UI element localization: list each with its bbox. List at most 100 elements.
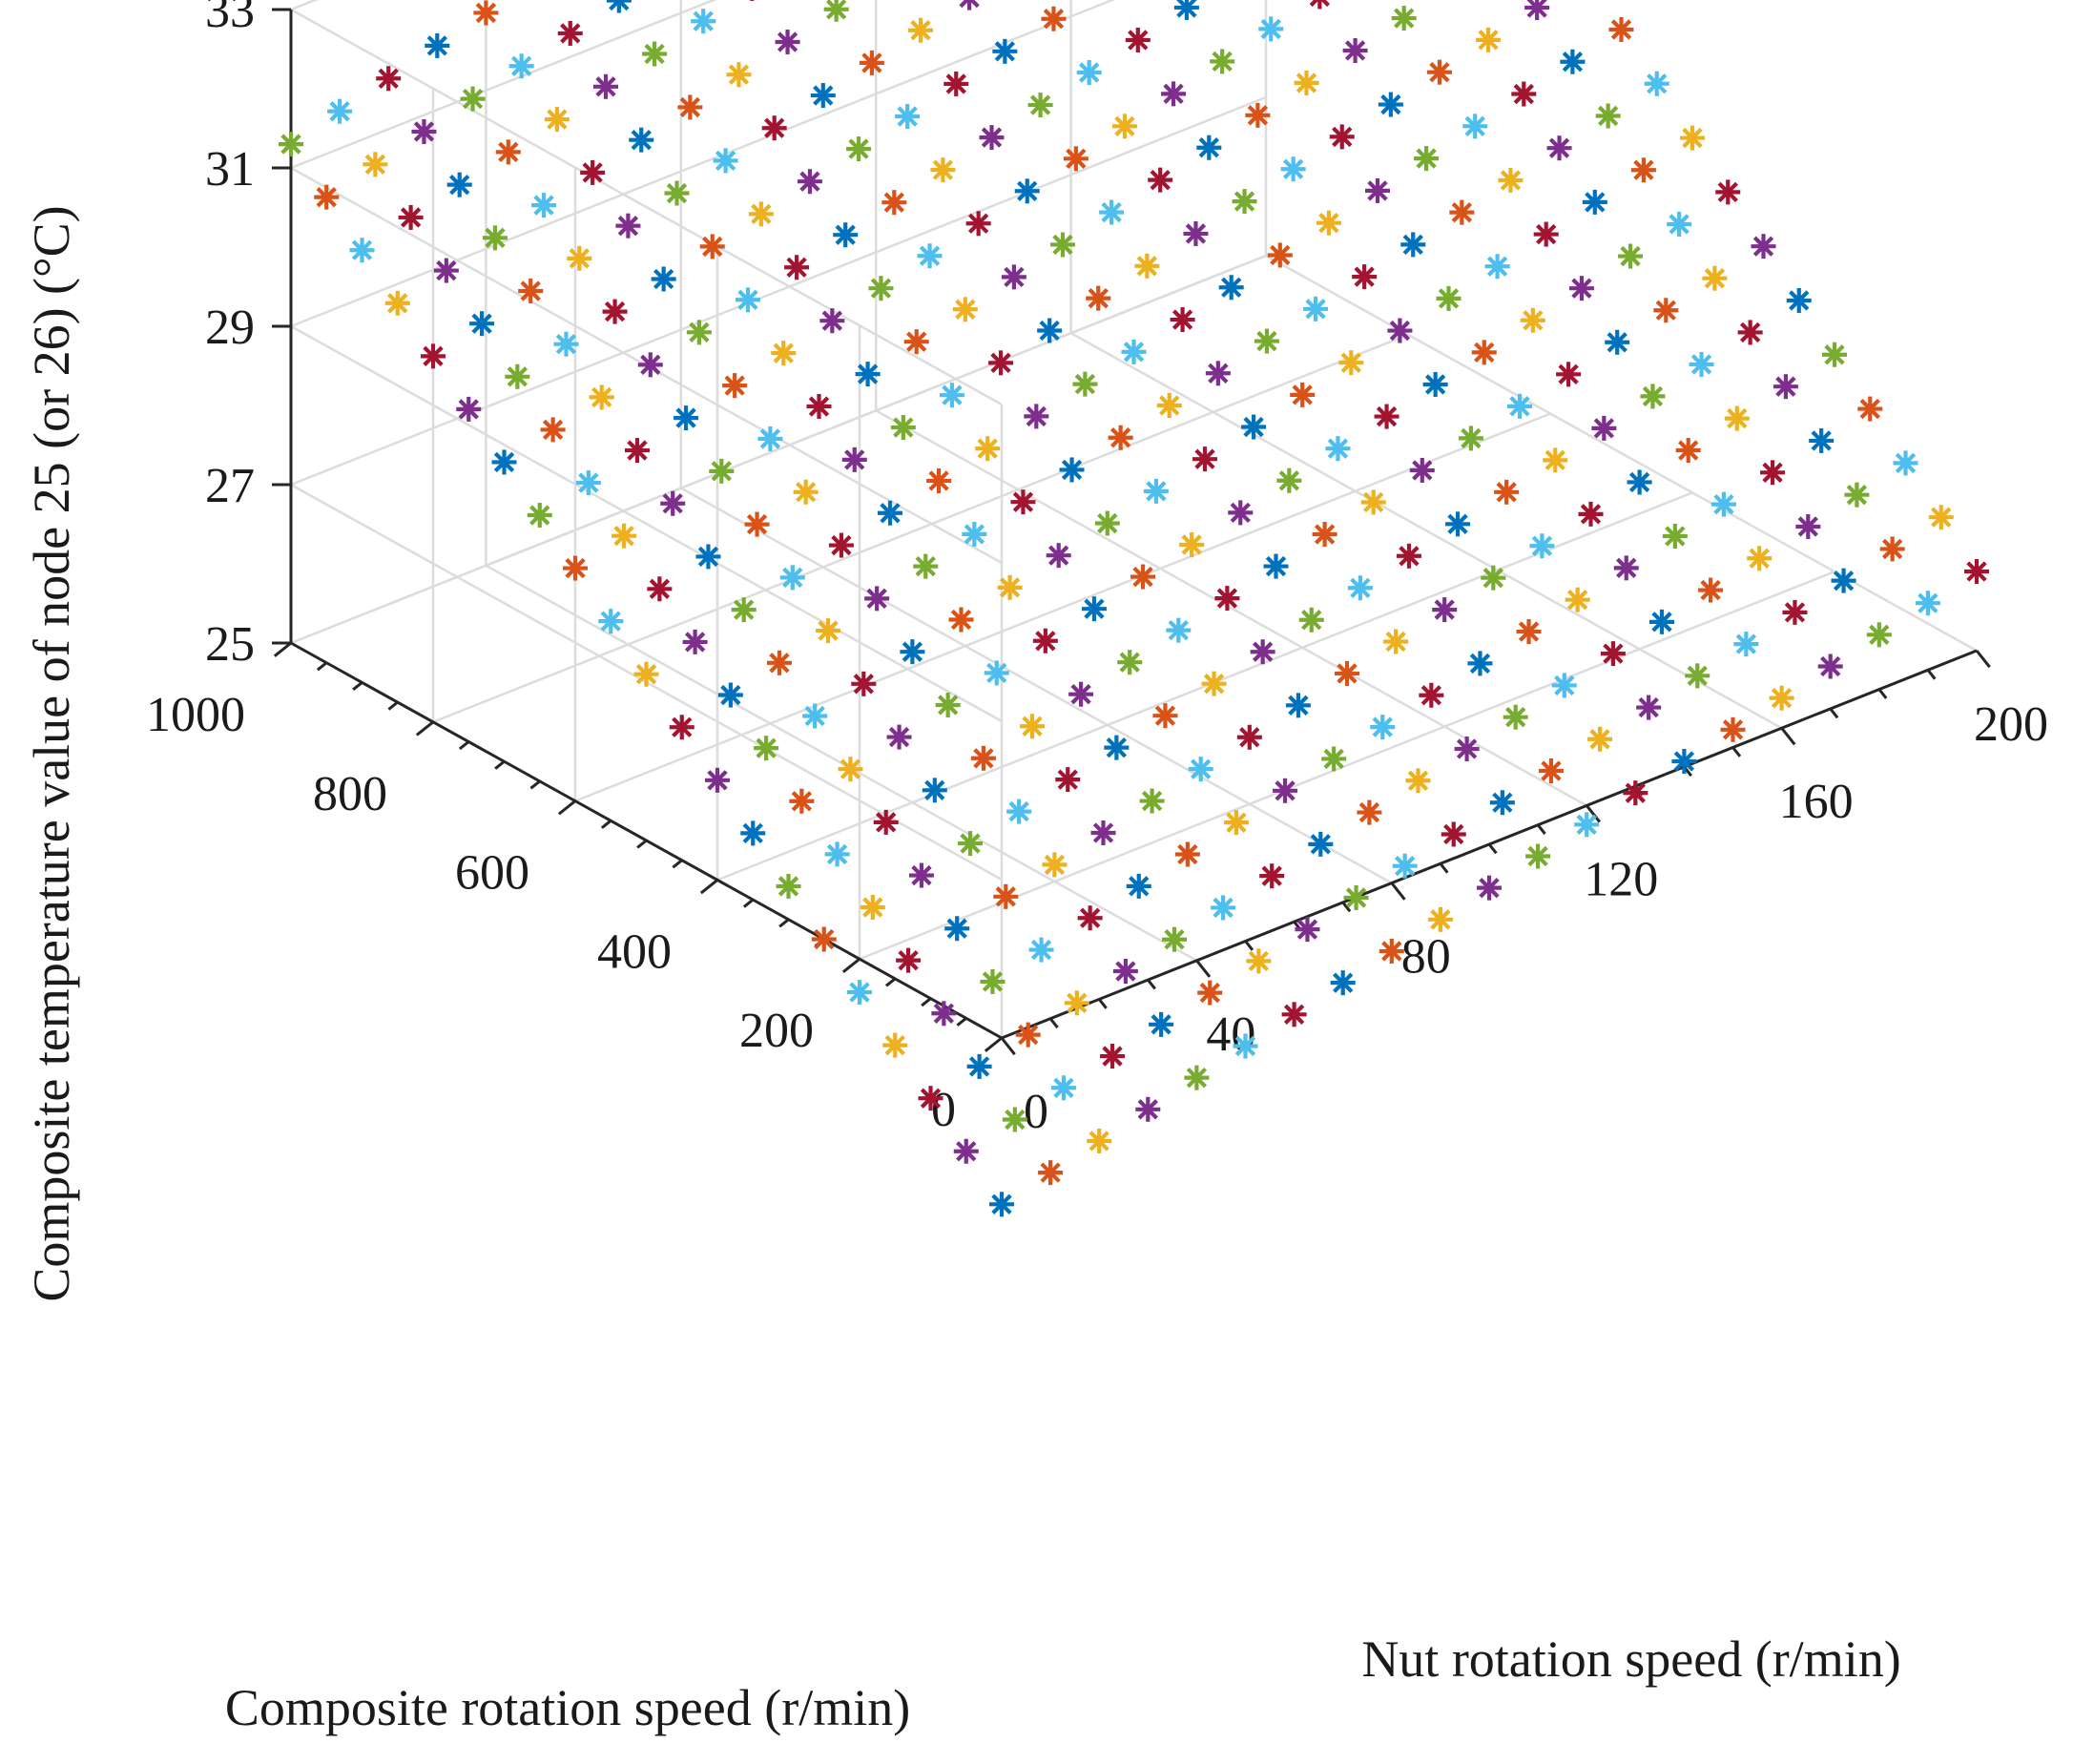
data-point: [913, 553, 939, 579]
data-point-ray: [920, 1088, 942, 1109]
data-point: [1188, 757, 1213, 782]
grid-line: [1265, 254, 1978, 653]
data-point: [629, 127, 654, 153]
data-point-ray: [1017, 180, 1038, 201]
y-tick-label: 800: [313, 767, 387, 821]
grid-line: [485, 564, 1198, 962]
data-point-ray: [1097, 512, 1118, 534]
data-point-ray: [1248, 950, 1270, 972]
data-point-ray: [1895, 452, 1917, 474]
data-point-ray: [280, 134, 301, 155]
data-point: [1426, 59, 1452, 85]
data-point-ray: [1434, 599, 1455, 620]
data-point-ray: [826, 843, 848, 865]
data-point-ray: [1531, 535, 1553, 556]
grid-line: [574, 412, 1551, 802]
data-point-ray: [1198, 137, 1219, 158]
data-point: [1484, 254, 1510, 280]
data-point: [1139, 788, 1165, 814]
data-point-ray: [964, 524, 985, 545]
data-point-ray: [1358, 801, 1380, 823]
data-point: [731, 597, 757, 623]
data-point-ray: [1545, 449, 1565, 471]
data-point: [1698, 577, 1724, 603]
data-point: [1462, 114, 1488, 139]
data-point: [1338, 350, 1364, 376]
data-point: [846, 136, 872, 162]
data-point: [682, 629, 708, 654]
data-point: [1964, 559, 1989, 584]
data-point: [900, 639, 925, 665]
x-tick-mark: [1098, 998, 1108, 1009]
data-point: [1649, 609, 1674, 634]
data-point-ray: [1749, 548, 1770, 569]
data-point: [384, 290, 410, 316]
data-point-ray: [857, 363, 879, 384]
data-point: [959, 0, 980, 10]
data-point-ray: [1541, 760, 1562, 781]
data-point-ray: [1402, 234, 1423, 256]
data-point-ray: [458, 399, 479, 420]
data-point-ray: [1771, 687, 1793, 709]
data-point-ray: [555, 334, 577, 355]
data-point: [1281, 1002, 1307, 1027]
data-point-ray: [1824, 344, 1845, 365]
data-point: [553, 331, 579, 357]
data-point-ray: [498, 141, 519, 163]
data-point: [642, 41, 668, 67]
data-point-ray: [1811, 430, 1832, 451]
data-point-ray: [734, 599, 755, 620]
data-point-ray: [1314, 524, 1336, 545]
data-point-ray: [666, 182, 688, 204]
data-point-ray: [728, 64, 750, 85]
data-point-ray: [848, 138, 869, 159]
data-point: [469, 311, 495, 337]
data-point: [882, 1032, 908, 1058]
data-point: [811, 926, 837, 952]
data-point-ray: [1523, 310, 1544, 331]
data-point: [1166, 617, 1192, 643]
data-point: [1232, 189, 1257, 215]
data-point: [1529, 533, 1555, 559]
data-point-ray: [1079, 907, 1101, 928]
data-point-ray: [1040, 1162, 1061, 1183]
data-point-ray: [902, 641, 923, 662]
data-point: [802, 703, 828, 729]
data-point: [750, 0, 755, 1]
data-point: [1378, 92, 1403, 117]
data-point: [1786, 287, 1812, 313]
data-point-ray: [1239, 727, 1260, 748]
data-point: [1134, 253, 1160, 279]
data-point: [1076, 60, 1102, 86]
data-point: [602, 299, 628, 324]
data-point-ray: [866, 588, 887, 610]
data-point-ray: [835, 224, 856, 245]
data-point-ray: [1345, 887, 1367, 908]
data-point: [1152, 703, 1178, 729]
x-tick-mark: [1390, 882, 1406, 901]
data-point: [1795, 513, 1821, 539]
data-point: [989, 1192, 1014, 1217]
data-point: [1379, 938, 1404, 964]
data-point-ray: [1296, 73, 1317, 93]
data-point: [1236, 724, 1262, 750]
data-point: [677, 94, 703, 120]
data-point: [1214, 586, 1240, 612]
data-point-ray: [1784, 602, 1806, 623]
data-point: [1038, 1160, 1064, 1186]
data-point-ray: [1344, 40, 1366, 61]
data-point: [841, 446, 867, 472]
data-point-ray: [1260, 18, 1281, 40]
data-point-ray: [932, 159, 954, 180]
data-point: [612, 523, 637, 549]
data-point-ray: [1597, 105, 1619, 127]
data-point: [1125, 27, 1151, 52]
data-point-ray: [423, 345, 444, 367]
x-tick-mark: [1975, 650, 1991, 669]
grid-line: [290, 0, 319, 11]
data-point-ray: [1309, 0, 1319, 8]
data-point: [766, 650, 792, 675]
data-point-ray: [1486, 256, 1508, 277]
y-tick-mark: [387, 700, 399, 711]
data-point: [930, 157, 956, 183]
